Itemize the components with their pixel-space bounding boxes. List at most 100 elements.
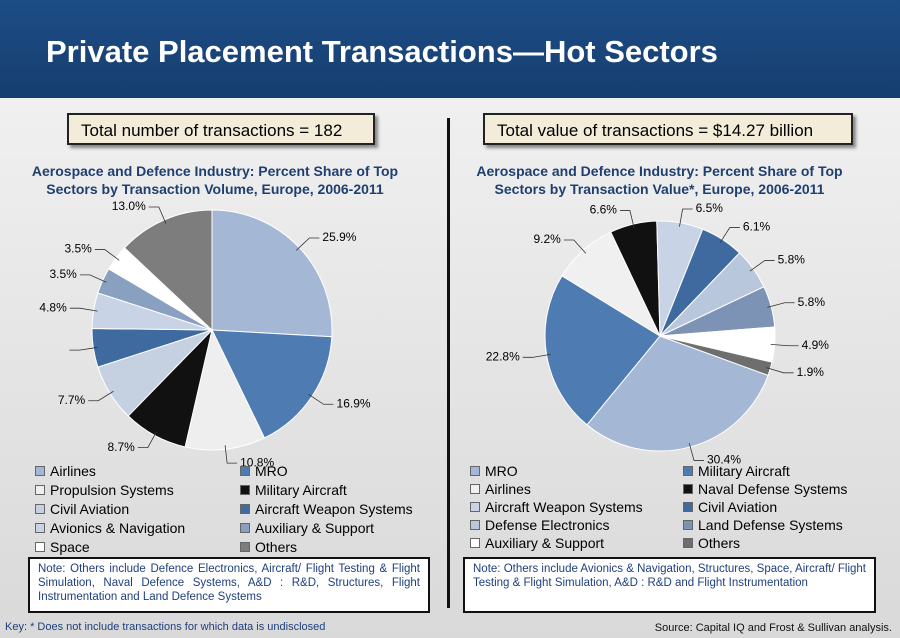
leader-line: [148, 206, 167, 224]
legend-label: Aircraft Weapon Systems: [255, 501, 413, 517]
legend-label: Military Aircraft: [698, 463, 790, 479]
legend-label: Military Aircraft: [255, 482, 347, 498]
legend-swatch: [683, 520, 693, 530]
pie-slice: [211, 209, 333, 338]
data-label: 6.5%: [696, 201, 724, 215]
divider: [447, 118, 450, 608]
legend-swatch: [683, 484, 693, 494]
data-label: 5.8%: [778, 253, 806, 267]
data-label: 5.8%: [798, 295, 826, 309]
legend-item: Others: [240, 538, 440, 556]
leader-line: [770, 344, 799, 347]
legend-item: Auxiliary & Support: [470, 534, 683, 552]
legend-item: Land Defense Systems: [683, 516, 883, 534]
header-band: [0, 0, 900, 98]
leader-line: [563, 239, 587, 254]
legend-swatch: [470, 484, 480, 494]
legend-label: Aircraft Weapon Systems: [485, 499, 643, 515]
legend-label: Auxiliary & Support: [485, 535, 605, 551]
legend-item: Space: [35, 538, 240, 556]
leader-line: [767, 302, 795, 308]
legend: Airlines MRO Propulsion Systems Military Ai…: [35, 462, 440, 556]
leader-line: [88, 390, 114, 402]
legend-label: Defense Electronics: [485, 517, 610, 533]
legend-item: Civil Aviation: [683, 498, 883, 516]
legend-item: Naval Defense Systems: [683, 480, 883, 498]
legend-label: Civil Aviation: [698, 499, 778, 515]
legend-swatch: [240, 542, 250, 552]
legend-item: Military Aircraft: [240, 481, 440, 499]
data-label: 6.1%: [743, 220, 771, 234]
leader-line: [308, 393, 334, 405]
legend-swatch: [683, 502, 693, 512]
legend-label: MRO: [485, 463, 518, 479]
data-label: 25.9%: [322, 230, 356, 244]
legend-label: Others: [255, 539, 298, 555]
leader-line: [69, 307, 98, 312]
legend-label: Auxiliary & Support: [255, 520, 375, 536]
legend-label: Propulsion Systems: [50, 482, 174, 498]
data-label: 6.6%: [590, 203, 618, 217]
legend-item: Civil Aviation: [35, 500, 240, 518]
leader-line: [619, 210, 635, 229]
legend-item: MRO: [470, 462, 683, 480]
leader-line: [94, 249, 120, 261]
legend-swatch: [240, 523, 250, 533]
legend-item: Defense Electronics: [470, 516, 683, 534]
legend-swatch: [35, 523, 45, 533]
summary-box: Total number of transactions = 182: [67, 113, 375, 145]
data-label: 9.2%: [533, 232, 561, 246]
legend-item: Aircraft Weapon Systems: [470, 498, 683, 516]
chart-title: Aerospace and Defence Industry: Percent …: [31, 163, 399, 197]
source: Source: Capital IQ and Frost & Sullivan …: [654, 622, 892, 634]
legend-label: Avionics & Navigation: [50, 520, 186, 536]
chart-title: Aerospace and Defence Industry: Percent …: [476, 163, 843, 197]
data-label: 10.8%: [240, 455, 274, 469]
note-box: Note: Others include Defence Electronics…: [28, 557, 430, 613]
legend-swatch: [683, 466, 693, 476]
leader-line: [749, 260, 775, 272]
summary-box: Total value of transactions = $14.27 bil…: [483, 113, 853, 145]
legend-swatch: [683, 538, 693, 548]
leader-line: [766, 367, 794, 374]
legend-swatch: [35, 485, 45, 495]
leader-line: [69, 347, 98, 351]
legend-swatch: [470, 502, 480, 512]
legend-label: Space: [50, 539, 90, 555]
legend-swatch: [35, 542, 45, 552]
data-label: 30.4%: [707, 453, 741, 467]
legend-label: Land Defense Systems: [698, 517, 843, 533]
data-label: 1.9%: [797, 365, 825, 379]
legend-swatch: [35, 504, 45, 514]
data-label: 4.8%: [39, 300, 67, 314]
legend-label: Airlines: [50, 463, 96, 479]
leader-line: [137, 431, 157, 449]
data-label: 13.0%: [112, 199, 146, 213]
data-label: 4.9%: [802, 338, 830, 352]
leader-line: [296, 237, 320, 251]
key-note: Key: * Does not include transactions for…: [5, 621, 326, 633]
data-label: 7.7%: [58, 393, 86, 407]
legend-swatch: [470, 538, 480, 548]
legend-label: Naval Defense Systems: [698, 481, 848, 497]
legend-swatch: [470, 466, 480, 476]
legend-label: Civil Aviation: [50, 501, 130, 517]
leader-line: [522, 353, 551, 358]
note-box: Note: Others include Avionics & Navigati…: [463, 557, 876, 613]
leader-line: [224, 445, 238, 464]
legend-item: Military Aircraft: [683, 462, 883, 480]
leader-line: [679, 208, 693, 227]
leader-line: [79, 274, 107, 283]
data-label: 8.7%: [107, 440, 135, 454]
legend-item: Airlines: [470, 480, 683, 498]
legend-item: Others: [683, 534, 883, 552]
legend-swatch: [470, 520, 480, 530]
legend-item: Avionics & Navigation: [35, 519, 240, 537]
legend-swatch: [240, 466, 250, 476]
legend-item: Airlines: [35, 462, 240, 480]
legend-label: Airlines: [485, 481, 531, 497]
legend-item: Aircraft Weapon Systems: [240, 500, 440, 518]
legend-swatch: [240, 504, 250, 514]
